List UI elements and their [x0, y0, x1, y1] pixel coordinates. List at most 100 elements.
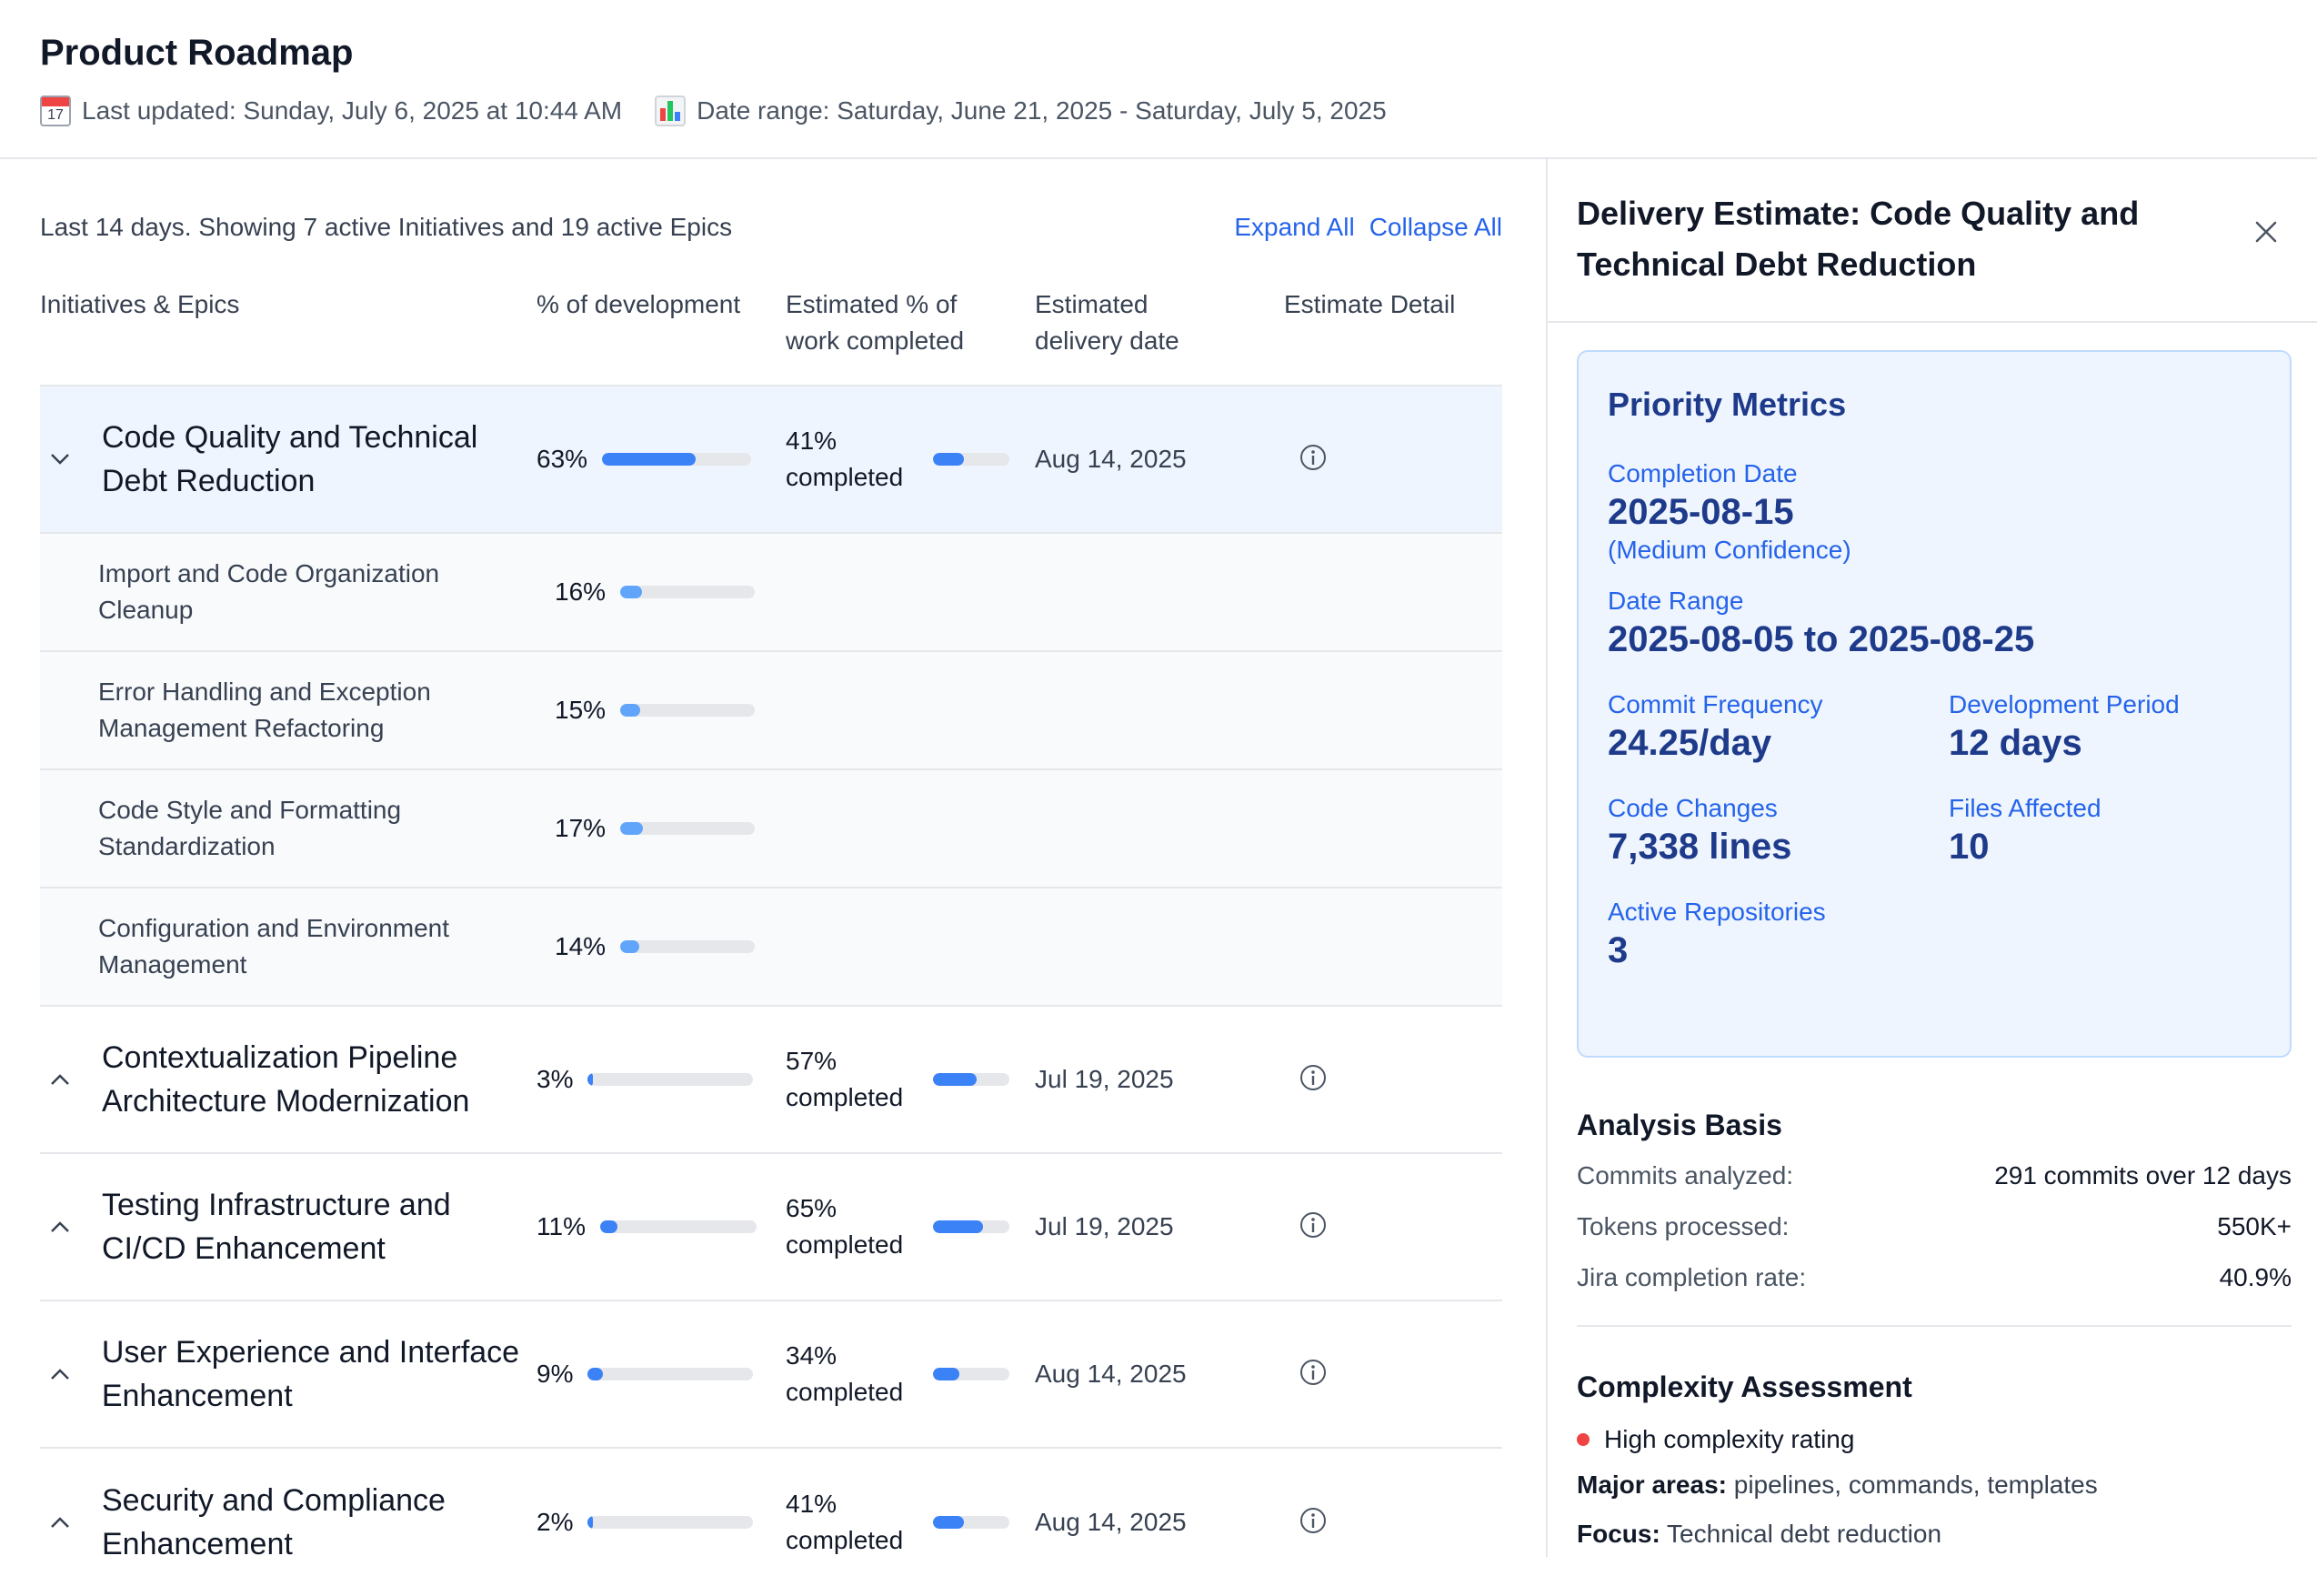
epic-development-percent: 17% [555, 814, 607, 842]
table-header: Initiatives & Epics % of development Est… [40, 286, 1502, 386]
active-repositories-label: Active Repositories [1608, 898, 1826, 926]
expand-all-button[interactable]: Expand All [1234, 213, 1355, 241]
bar-chart-icon [655, 95, 687, 126]
completion-date-label: Completion Date [1608, 459, 1798, 487]
complexity-rating: High complexity rating [1577, 1425, 2292, 1454]
completion-cell: 41% completed [786, 423, 1035, 496]
date-range-label: Date Range [1608, 587, 1744, 615]
epic-row[interactable]: Error Handling and Exception Management … [40, 652, 1502, 770]
development-bar [587, 1073, 754, 1086]
epic-name: Error Handling and Exception Management … [98, 678, 431, 742]
completion-cell: 41% completed [786, 1486, 1035, 1559]
collapse-all-button[interactable]: Collapse All [1369, 213, 1502, 241]
initiative-row[interactable]: Contextualization Pipeline Architecture … [40, 1007, 1502, 1154]
info-icon[interactable] [1299, 1358, 1328, 1391]
initiative-name: User Experience and Interface Enhancemen… [101, 1335, 520, 1413]
info-icon[interactable] [1299, 1506, 1328, 1540]
confidence-text: (Medium Confidence) [1608, 536, 1851, 564]
code-changes-label: Code Changes [1608, 794, 1778, 822]
epic-development-bar [620, 586, 756, 598]
status-dot-icon [1577, 1433, 1590, 1446]
estimate-detail-cell [1284, 1210, 1502, 1244]
initiative-name: Contextualization Pipeline Architecture … [102, 1040, 470, 1119]
col-estimated-completed: Estimated % of work completed [786, 290, 965, 355]
info-icon[interactable] [1299, 443, 1328, 477]
close-icon[interactable] [2244, 210, 2288, 254]
priority-metrics-title: Priority Metrics [1608, 386, 1847, 423]
development-period-label: Development Period [1949, 690, 2180, 718]
development-percent: 11% [537, 1212, 586, 1240]
divider [1577, 1325, 2292, 1327]
summary-row: Last 14 days. Showing 7 active Initiativ… [40, 159, 1502, 286]
estimate-detail-cell [1284, 1063, 1502, 1097]
analysis-row: Jira completion rate: 40.9% [1577, 1263, 2292, 1291]
completion-bar [933, 1073, 1009, 1086]
analysis-basis-title: Analysis Basis [1577, 1109, 1782, 1141]
chevron-up-icon[interactable] [40, 1207, 80, 1247]
summary-text: Last 14 days. Showing 7 active Initiativ… [40, 213, 733, 241]
initiative-name-cell: Security and Compliance Enhancement [40, 1479, 537, 1566]
active-repositories-value: 3 [1608, 930, 1629, 970]
focus: Focus: Technical debt reduction [1577, 1520, 1942, 1548]
initiative-row[interactable]: Code Quality and Technical Debt Reductio… [40, 386, 1502, 534]
epic-development-bar [620, 822, 756, 835]
development-cell: 2% [537, 1508, 786, 1537]
info-icon[interactable] [1299, 1210, 1328, 1244]
priority-metrics-card: Priority Metrics Completion Date 2025-08… [1577, 350, 2292, 1058]
epic-name: Import and Code Organization Cleanup [98, 559, 440, 624]
completion-text: 65% completed [786, 1194, 904, 1259]
completion-bar [933, 1368, 1009, 1380]
development-bar [587, 1516, 754, 1529]
development-percent: 63% [537, 445, 588, 473]
chevron-up-icon[interactable] [40, 1354, 80, 1394]
page-title: Product Roadmap [40, 33, 354, 73]
date-range-text: Date range: Saturday, June 21, 2025 - Sa… [697, 96, 1387, 125]
chevron-down-icon[interactable] [40, 439, 80, 479]
development-cell: 63% [537, 445, 786, 474]
development-percent: 2% [537, 1508, 574, 1536]
epic-development-cell: 15% [537, 696, 786, 725]
completion-date-value: 2025-08-15 [1608, 492, 1794, 532]
major-areas: Major areas: pipelines, commands, templa… [1577, 1471, 2098, 1499]
initiative-row[interactable]: User Experience and Interface Enhancemen… [40, 1301, 1502, 1449]
meta-row: 17 Last updated: Sunday, July 6, 2025 at… [40, 93, 2277, 129]
complexity-title: Complexity Assessment [1577, 1370, 1912, 1403]
analysis-row: Commits analyzed: 291 commits over 12 day… [1577, 1161, 2292, 1189]
delivery-date: Aug 14, 2025 [1035, 445, 1187, 473]
epic-development-cell: 16% [537, 577, 786, 607]
roadmap-table-area: Last 14 days. Showing 7 active Initiativ… [40, 159, 1502, 1561]
last-updated-text: Last updated: Sunday, July 6, 2025 at 10… [82, 96, 623, 125]
initiative-row[interactable]: Security and Compliance Enhancement 2% 4… [40, 1449, 1502, 1596]
completion-cell: 57% completed [786, 1043, 1035, 1116]
initiative-name-cell: Contextualization Pipeline Architecture … [40, 1036, 537, 1123]
initiative-name: Security and Compliance Enhancement [102, 1483, 446, 1561]
initiative-name-cell: User Experience and Interface Enhancemen… [40, 1330, 537, 1418]
chevron-up-icon[interactable] [40, 1502, 80, 1542]
estimate-detail-cell [1284, 1358, 1502, 1391]
delivery-date: Aug 14, 2025 [1035, 1360, 1187, 1388]
completion-cell: 34% completed [786, 1338, 1035, 1410]
epic-development-percent: 14% [555, 932, 607, 960]
commit-frequency-value: 24.25/day [1608, 723, 1772, 763]
development-percent: 3% [537, 1065, 574, 1093]
delivery-date: Aug 14, 2025 [1035, 1508, 1187, 1536]
col-delivery-date: Estimated delivery date [1035, 290, 1179, 355]
development-period-value: 12 days [1949, 723, 2082, 763]
delivery-estimate-panel: Delivery Estimate: Code Quality and Tech… [1546, 159, 2317, 1557]
chevron-up-icon[interactable] [40, 1059, 80, 1099]
date-range-value: 2025-08-05 to 2025-08-25 [1608, 619, 2035, 659]
files-affected-value: 10 [1949, 827, 1990, 867]
epic-row[interactable]: Import and Code Organization Cleanup 16% [40, 534, 1502, 652]
development-cell: 9% [537, 1360, 786, 1389]
epic-row[interactable]: Code Style and Formatting Standardizatio… [40, 770, 1502, 888]
development-bar [599, 1220, 757, 1233]
estimate-detail-cell [1284, 443, 1502, 477]
development-cell: 3% [537, 1065, 786, 1094]
epic-development-percent: 16% [555, 577, 607, 606]
completion-text: 57% completed [786, 1047, 904, 1111]
epic-row[interactable]: Configuration and Environment Management… [40, 888, 1502, 1007]
info-icon[interactable] [1299, 1063, 1328, 1097]
epic-development-cell: 14% [537, 932, 786, 961]
initiative-row[interactable]: Testing Infrastructure and CI/CD Enhance… [40, 1154, 1502, 1301]
calendar-icon: 17 [40, 95, 71, 126]
